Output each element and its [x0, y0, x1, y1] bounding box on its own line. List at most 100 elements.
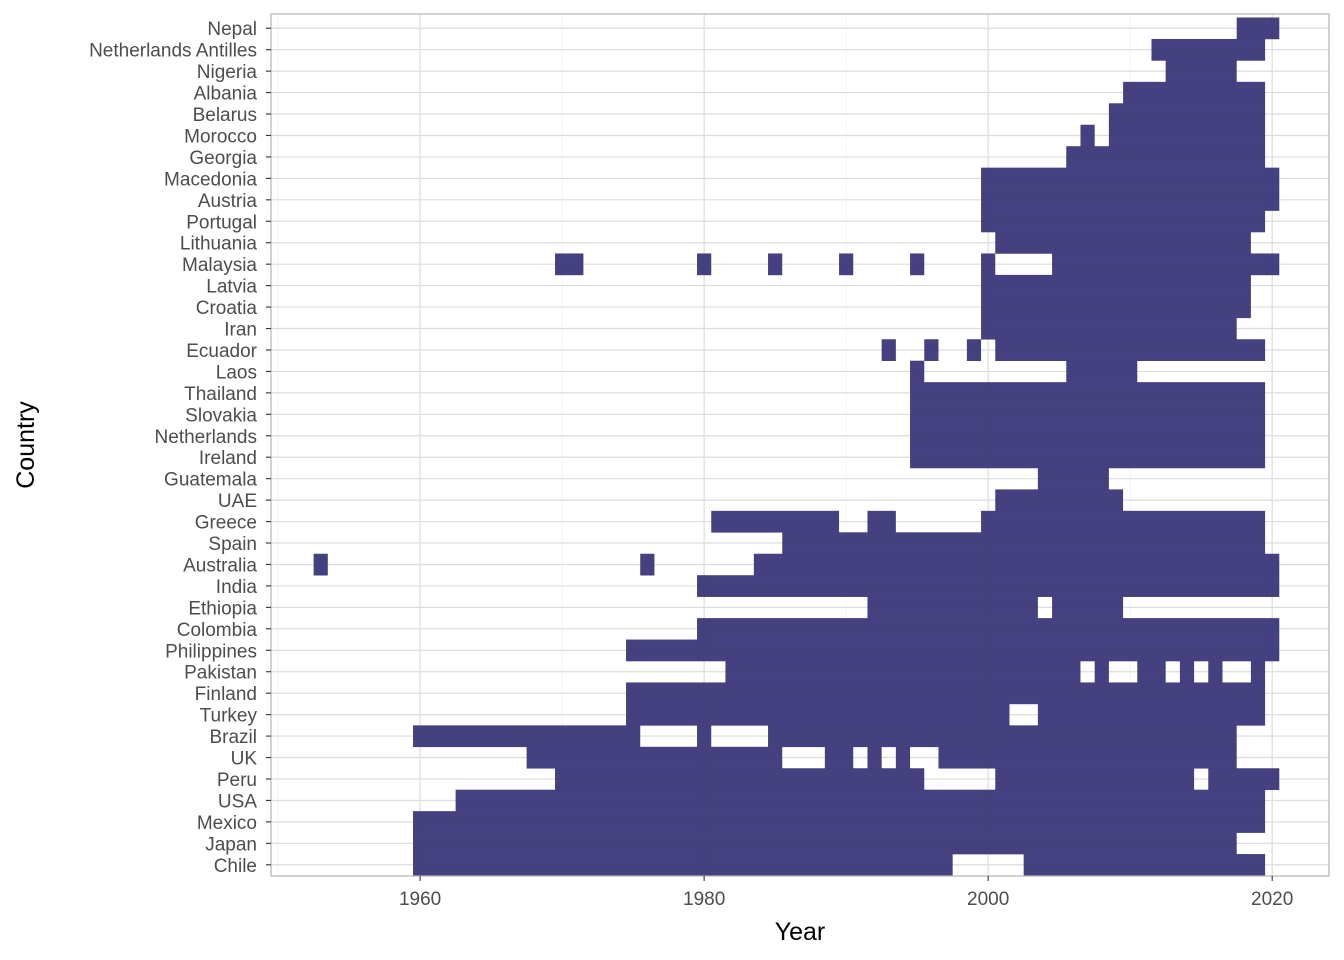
y-tick-label: Ecuador: [186, 341, 257, 362]
tile-japan: [413, 832, 1237, 855]
y-tick-label: Ireland: [199, 448, 257, 469]
x-axis-title: Year: [775, 918, 826, 946]
y-tick-label: Spain: [208, 534, 257, 555]
y-tick-label: Lithuania: [180, 234, 258, 255]
tile-malaysia: [1052, 253, 1280, 276]
tile-malaysia: [555, 253, 584, 276]
y-tick-label: Iran: [224, 320, 257, 341]
tile-ethiopia: [1052, 596, 1124, 619]
y-tick-label: Guatemala: [164, 470, 257, 491]
tile-india: [697, 575, 1280, 597]
y-tick-label: Albania: [194, 84, 258, 105]
tile-slovakia: [910, 403, 1266, 426]
tile-brazil: [768, 725, 1237, 748]
tile-guatemala: [1037, 467, 1109, 490]
y-tick-label: Nigeria: [197, 62, 258, 83]
tile-ethiopia: [867, 596, 1038, 619]
y-tick-label: Greece: [195, 513, 257, 534]
tile-georgia: [1066, 146, 1266, 168]
y-tick-label: Belarus: [193, 105, 257, 126]
tile-laos: [1066, 360, 1138, 383]
y-axis-ticks: ChileJapanMexicoUSAPeruUKBrazilTurkeyFin…: [89, 19, 271, 877]
tile-belarus: [1108, 103, 1266, 126]
tile-iran: [981, 317, 1237, 340]
tile-portugal: [981, 210, 1266, 233]
tile-uk: [824, 746, 854, 769]
tile-croatia: [981, 296, 1251, 319]
plot-border: [270, 13, 1330, 877]
tile-mexico: [413, 811, 1266, 833]
data-tiles: [313, 17, 1280, 876]
tile-brazil: [413, 725, 641, 748]
y-tick-label: Portugal: [186, 212, 257, 233]
tile-netherlands: [910, 425, 1266, 447]
tile-turkey: [626, 703, 1010, 726]
tile-ecuador: [995, 339, 1266, 361]
tile-turkey: [1037, 703, 1266, 726]
tile-pakistan: [1094, 661, 1109, 683]
x-tick-label: 1960: [399, 889, 441, 910]
y-tick-label: Japan: [205, 834, 257, 855]
tile-chile: [1023, 854, 1266, 876]
tile-nigeria: [1165, 60, 1237, 83]
tile-greece: [711, 510, 840, 533]
tile-philippines: [626, 639, 1280, 662]
tile-ireland: [910, 446, 1266, 469]
tile-thailand: [910, 382, 1266, 404]
tile-laos: [910, 360, 925, 383]
tile-pakistan: [1137, 661, 1166, 683]
tile-australia: [313, 553, 328, 576]
tile-latvia: [981, 274, 1251, 297]
y-axis-title: Country: [12, 401, 40, 489]
tile-ecuador: [924, 339, 939, 361]
tile-australia: [753, 553, 1280, 576]
tile-malaysia: [839, 253, 854, 276]
tile-malaysia: [697, 253, 712, 276]
y-tick-label: Latvia: [206, 277, 257, 298]
tile-greece: [867, 510, 896, 533]
tile-uae: [995, 489, 1124, 512]
y-tick-label: Georgia: [189, 148, 257, 169]
y-tick-label: Pakistan: [184, 663, 257, 684]
y-tick-label: Turkey: [200, 706, 258, 727]
tile-finland: [626, 682, 1266, 705]
tile-colombia: [697, 618, 1280, 640]
y-tick-label: Philippines: [165, 641, 257, 662]
tile-peru: [995, 768, 1195, 790]
tile-uk: [938, 746, 1237, 769]
y-tick-label: Malaysia: [182, 255, 257, 276]
x-axis-ticks: 1960 1980 2000 2020: [399, 876, 1293, 910]
y-tick-label: India: [216, 577, 258, 598]
tile-uk: [526, 746, 783, 769]
tile-uk: [867, 746, 882, 769]
y-tick-label: Brazil: [209, 727, 257, 748]
tile-malaysia: [910, 253, 925, 276]
y-tick-label: Nepal: [207, 19, 257, 40]
y-tick-label: Peru: [217, 770, 257, 791]
y-tick-label: UAE: [218, 491, 257, 512]
tile-pakistan: [1179, 661, 1195, 683]
tile-netherlands-antilles: [1151, 38, 1266, 61]
y-tick-label: Finland: [195, 684, 257, 705]
tile-pakistan: [1208, 661, 1223, 683]
tile-peru: [555, 768, 925, 790]
tile-chile: [413, 854, 953, 876]
y-tick-label: Australia: [183, 555, 257, 576]
y-tick-label: Austria: [198, 191, 258, 212]
y-tick-label: Mexico: [197, 813, 257, 834]
tile-greece: [981, 510, 1266, 533]
y-tick-label: USA: [218, 791, 257, 812]
tile-pakistan: [1250, 661, 1266, 683]
tile-peru: [1208, 768, 1280, 790]
tile-brazil: [697, 725, 712, 748]
tile-morocco: [1108, 124, 1266, 147]
tile-ecuador: [966, 339, 982, 361]
y-tick-label: Slovakia: [185, 405, 257, 426]
tile-nepal: [1236, 17, 1280, 40]
tile-austria: [981, 189, 1280, 211]
tile-australia: [640, 553, 655, 576]
tile-malaysia: [768, 253, 783, 276]
tile-uk: [895, 746, 911, 769]
x-tick-label: 2000: [967, 889, 1009, 910]
